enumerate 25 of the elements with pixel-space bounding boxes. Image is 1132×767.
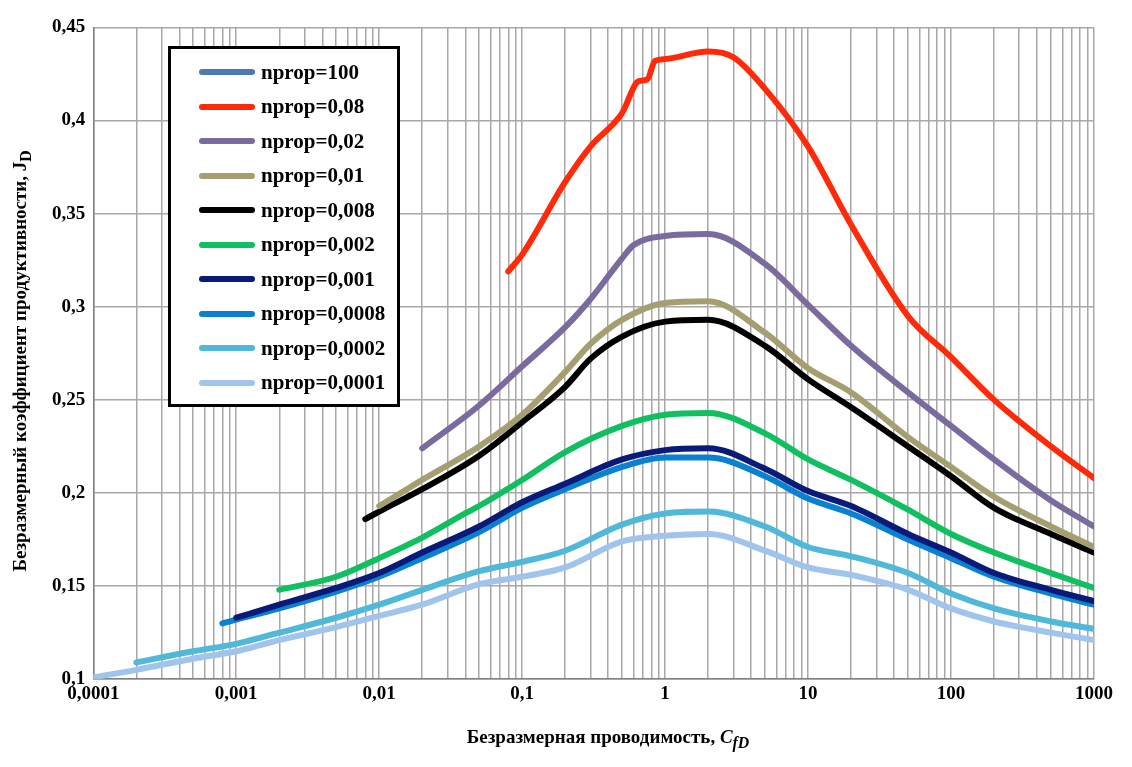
legend-label: nprop=0,0001 [261, 370, 386, 396]
y-tick-label: 0,2 [61, 480, 86, 502]
legend-label: nprop=0,01 [261, 163, 365, 189]
x-tick-label: 100 [936, 681, 966, 703]
legend-label: nprop=0,002 [261, 232, 375, 258]
legend-label: nprop=0,0008 [261, 301, 386, 327]
x-tick-label: 0,01 [362, 681, 396, 703]
y-tick-label: 0,25 [52, 387, 86, 409]
legend-label: nprop=0,0002 [261, 335, 386, 361]
y-tick-label: 0,3 [61, 294, 86, 316]
x-tick-label: 10 [798, 681, 818, 703]
legend-label: nprop=0,008 [261, 197, 375, 223]
legend-label: nprop=0,08 [261, 94, 365, 120]
legend-label: nprop=0,02 [261, 128, 365, 154]
legend-label: nprop=100 [261, 59, 359, 85]
x-tick-label: 0,1 [510, 681, 535, 703]
x-tick-label: 1 [660, 681, 670, 703]
y-tick-label: 0,4 [61, 108, 86, 130]
x-tick-label: 0,001 [214, 681, 258, 703]
x-axis-title: Безразмерная проводимость, C$_{fD}$ [465, 726, 751, 752]
legend-label: nprop=0,001 [261, 266, 375, 292]
y-tick-label: 0,45 [52, 15, 86, 37]
x-tick-label: 1000 [1075, 681, 1113, 703]
y-tick-label: 0,15 [52, 573, 86, 595]
y-tick-label: 0,35 [52, 201, 86, 223]
